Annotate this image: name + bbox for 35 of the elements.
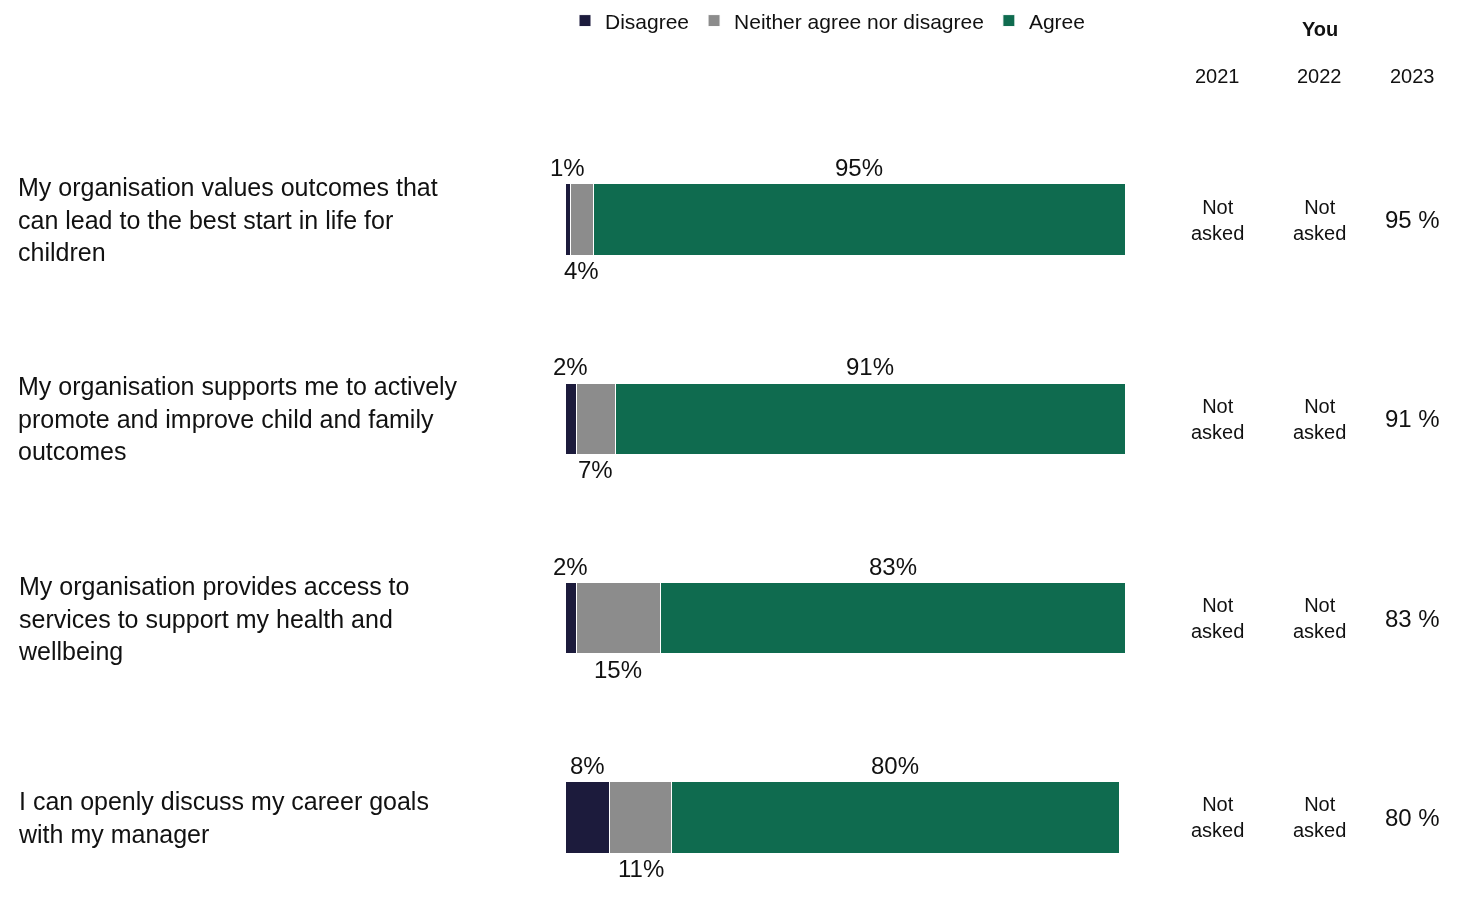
data-label: 2% — [553, 353, 588, 380]
text: Not asked — [1191, 793, 1245, 841]
text: Not asked — [1293, 594, 1347, 642]
text: Not asked — [1191, 395, 1245, 443]
text: 80 % — [1385, 804, 1440, 831]
text: You — [1302, 18, 1339, 40]
text: Not asked — [1293, 395, 1347, 443]
data-label: 1% — [550, 154, 585, 181]
data-label: 7% — [578, 456, 613, 483]
data-label: 83% — [869, 553, 918, 580]
legend-label: Agree — [1028, 9, 1085, 33]
text: Not asked — [1191, 196, 1245, 244]
data-label: 8% — [570, 752, 605, 779]
text: 2022 — [1297, 65, 1342, 87]
y-tick-label: My organisation supports me to actively promote and improve child and family outcomes — [18, 372, 458, 465]
text: 2023 — [1390, 65, 1435, 87]
text: 91 % — [1385, 405, 1440, 432]
text: Not asked — [1293, 793, 1347, 841]
text: 83 % — [1385, 605, 1440, 632]
data-label: 95% — [835, 154, 884, 181]
y-tick-label: My organisation provides access to services to support my health and wellbeing — [18, 572, 410, 665]
y-tick-label: My organisation values outcomes that can lead to the best start in life for children — [18, 173, 438, 266]
text: 2021 — [1195, 65, 1240, 87]
data-label: 15% — [594, 656, 643, 683]
data-label: 2% — [553, 553, 588, 580]
text: Not asked — [1191, 594, 1245, 642]
legend-label: Disagree — [605, 9, 690, 33]
text: Not asked — [1293, 196, 1347, 244]
y-tick-label: I can openly discuss my career goals with my manager — [18, 787, 429, 848]
data-label: 11% — [618, 855, 665, 882]
data-label: 4% — [564, 257, 599, 284]
text: 95 % — [1385, 206, 1440, 233]
data-label: 91% — [846, 353, 895, 380]
legend-label: Neither agree nor disagree — [734, 9, 984, 33]
data-label: 80% — [871, 752, 920, 779]
